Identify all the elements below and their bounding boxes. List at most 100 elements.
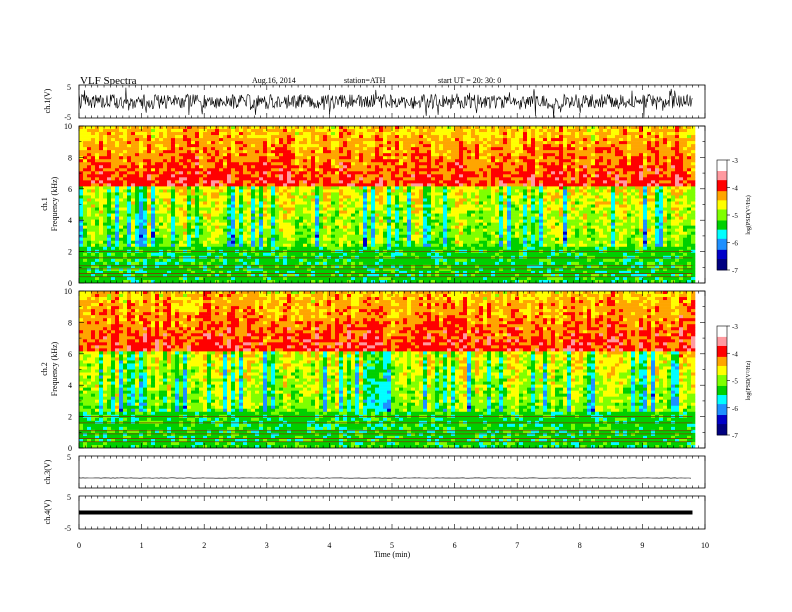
spectrogram-cell [399,189,404,193]
spectrogram-cell [415,228,420,232]
spectrogram-cell [383,162,388,166]
spectrogram-cell [283,195,288,199]
spectrogram-cell [139,147,144,151]
spectrogram-cell [135,246,140,251]
spectrogram-cell [251,267,256,272]
spectrogram-cell [247,279,252,283]
spectrogram-cell [143,246,148,251]
spectrogram-cell [375,183,380,187]
spectrogram-cell [331,222,336,226]
spectrogram-cell [295,132,300,136]
spectrogram-cell [323,138,328,142]
spectrogram-cell [239,180,244,184]
spectrogram-cell [379,273,384,278]
spectrogram-cell [395,168,400,172]
spectrogram-cell [259,201,264,205]
spectrogram-cell [195,240,200,245]
spectrogram-cell [331,252,336,257]
spectrogram-cell [383,144,388,148]
spectrogram-cell [275,168,280,172]
spectrogram-cell [371,138,376,142]
spectrogram-cell [199,219,204,223]
spectrogram-cell [295,258,300,263]
spectrogram-cell [427,162,432,166]
spectrogram-cell [203,273,208,278]
spectrogram-cell [247,141,252,145]
spectrogram-cell [323,153,328,157]
spectrogram-cell [155,240,160,245]
spectrogram-cell [227,258,232,263]
spectrogram-cell [243,231,248,235]
spectrogram-cell [123,153,128,157]
spectrogram-cell [383,270,388,275]
spectrogram-cell [195,234,200,239]
spectrogram-cell [203,174,208,178]
spectrogram-cell [423,267,428,272]
spectrogram-cell [255,180,260,184]
spectrogram-cell [439,216,444,220]
spectrogram-cell [383,210,388,214]
spectrogram-cell [411,174,416,178]
spectrogram-cell [223,231,228,235]
spectrogram-cell [227,192,232,196]
spectrogram-cell [139,231,144,235]
spectrogram-cell [247,234,252,239]
spectrogram-cell [139,213,144,217]
spectrogram-cell [135,258,140,263]
spectrogram-cell [423,261,428,266]
spectrogram-cell [379,153,384,157]
spectrogram-cell [395,207,400,211]
spectrogram-cell [155,276,160,281]
spectrogram-cell [179,207,184,211]
spectrogram-cell [419,126,424,130]
spectrogram-cell [323,177,328,181]
spectrogram-cell [135,168,140,172]
spectrogram-cell [259,168,264,172]
spectrogram-cell [335,201,340,205]
spectrogram-cell [123,273,128,278]
spectrogram-cell [119,186,124,190]
spectrogram-cell [259,141,264,145]
spectrogram-cell [147,237,152,242]
spectrogram-cell [403,162,408,166]
spectrogram-cell [87,138,92,142]
spectrogram-cell [375,189,380,193]
spectrogram-cell [195,273,200,278]
spectrogram-cell [375,258,380,263]
spectrogram-cell [287,201,292,205]
spectrogram-cell [115,195,120,199]
spectrogram-cell [435,156,440,160]
spectrogram-cell [163,204,168,208]
spectrogram-cell [207,162,212,166]
spectrogram-cell [195,132,200,136]
spectrogram-cell [235,141,240,145]
spectrogram-cell [375,180,380,184]
spectrogram-cell [267,195,272,199]
spectrogram-cell [199,216,204,220]
spectrogram-cell [403,207,408,211]
spectrogram-cell [431,234,436,239]
spectrogram-cell [143,147,148,151]
spectrogram-cell [275,135,280,139]
spectrogram-cell [227,270,232,275]
spectrogram-cell [219,279,224,283]
spectrogram-cell [87,252,92,257]
spectrogram-cell [347,180,352,184]
spectrogram-cell [347,228,352,232]
spectrogram-cell [443,267,448,272]
spectrogram-cell [415,198,420,202]
spectrogram-cell [275,198,280,202]
spectrogram-cell [287,174,292,178]
spectrogram-cell [371,186,376,190]
spectrogram-cell [247,144,252,148]
spectrogram-cell [419,201,424,205]
spectrogram-cell [395,198,400,202]
spectrogram-cell [159,216,164,220]
spectrogram-cell [419,240,424,245]
spectrogram-cell [371,168,376,172]
spectrogram-cell [403,180,408,184]
spectrogram-cell [123,156,128,160]
spectrogram-cell [147,258,152,263]
spectrogram-cell [267,219,272,223]
spectrogram-cell [407,138,412,142]
